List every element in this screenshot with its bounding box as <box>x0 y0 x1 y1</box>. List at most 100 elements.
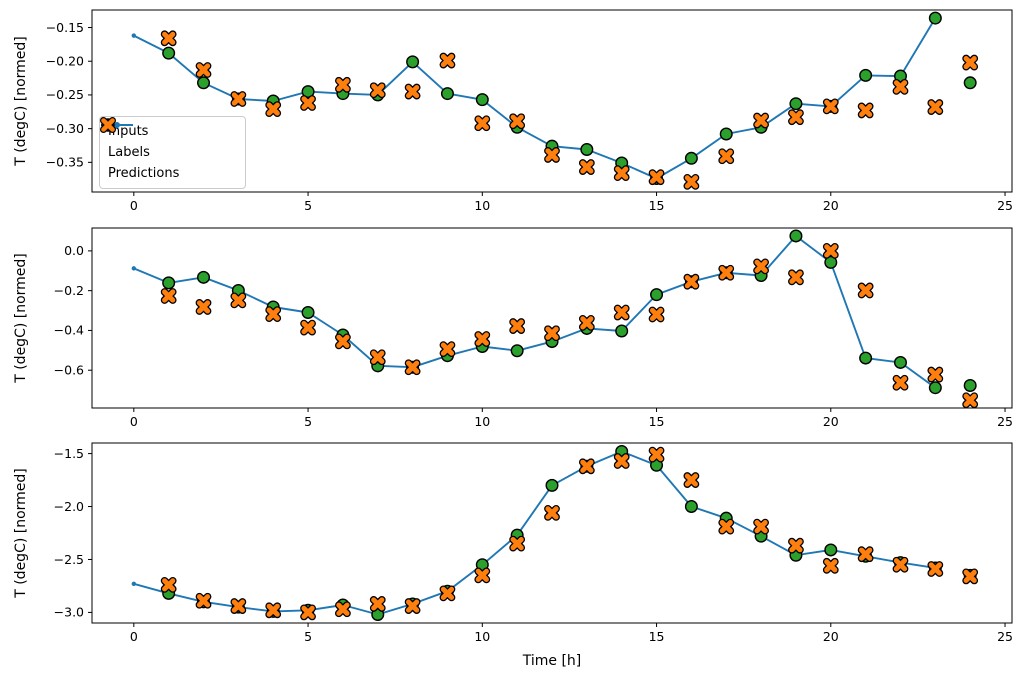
labels-scatter <box>162 229 977 395</box>
axes-frame <box>91 442 1013 624</box>
x-axis-label: Time [h] <box>522 653 582 669</box>
prediction-point <box>615 305 629 320</box>
prediction-point <box>475 116 489 130</box>
prediction-point <box>963 569 977 584</box>
prediction-point <box>162 289 176 303</box>
prediction-point <box>336 602 350 616</box>
label-point <box>684 500 698 514</box>
prediction-point <box>963 55 977 70</box>
y-tick-label: −0.15 <box>46 20 84 35</box>
label-point <box>615 324 629 338</box>
prediction-point <box>893 80 908 94</box>
prediction-point <box>266 102 280 116</box>
prediction-point <box>963 393 977 407</box>
axes-frame <box>91 227 1013 409</box>
label-point <box>893 355 907 369</box>
prediction-point <box>649 170 664 184</box>
legend: Inputs Labels Predictions <box>99 116 246 189</box>
y-axis-label-subplot-3: T (degC) [normed] <box>13 468 29 598</box>
x-tick-label: 15 <box>649 414 665 429</box>
y-axis-label-subplot-1: T (degC) [normed] <box>13 36 29 166</box>
prediction-point <box>754 520 768 534</box>
prediction-point <box>859 103 873 118</box>
x-tick-label: 25 <box>997 414 1013 429</box>
prediction-point <box>162 31 176 45</box>
prediction-point <box>615 454 629 468</box>
predictions-scatter <box>160 242 979 409</box>
prediction-point <box>406 599 420 613</box>
prediction-point <box>196 300 211 314</box>
inputs-point <box>131 266 137 271</box>
x-tick-label: 5 <box>304 629 312 644</box>
prediction-point <box>545 506 559 520</box>
prediction-point <box>789 110 803 124</box>
prediction-point <box>719 266 733 280</box>
prediction-point <box>510 536 524 551</box>
prediction-point <box>615 166 629 180</box>
inputs-path <box>133 450 936 616</box>
labels-scatter <box>162 444 977 622</box>
prediction-point <box>336 78 350 92</box>
x-tick-label: 5 <box>304 198 312 213</box>
label-point <box>963 379 977 393</box>
label-point <box>475 93 489 107</box>
inputs-point <box>131 581 137 587</box>
predictions-x-icon <box>100 117 116 133</box>
prediction-point <box>824 244 838 258</box>
prediction-point <box>266 307 280 321</box>
prediction-point <box>510 319 524 333</box>
prediction-point <box>545 148 559 162</box>
subplot-1: 0 5 10 15 20 25 −0.15 −0.20 −0.25 −0.30 −0.35 <box>46 9 1013 213</box>
predictions-scatter <box>160 446 979 621</box>
prediction-point <box>440 586 455 600</box>
prediction-point <box>545 326 559 340</box>
prediction-point <box>371 83 385 97</box>
label-point <box>789 229 803 243</box>
label-point <box>963 76 977 90</box>
prediction-point <box>649 448 664 462</box>
x-tick-label: 0 <box>130 629 138 644</box>
label-point <box>650 288 664 302</box>
label-point <box>789 97 803 111</box>
prediction-point <box>162 578 176 592</box>
x-tick-label: 0 <box>130 198 138 213</box>
x-tick-label: 25 <box>997 198 1013 213</box>
legend-label-labels: Labels <box>108 144 150 160</box>
x-tick-label: 5 <box>304 414 312 429</box>
inputs-line <box>131 15 938 181</box>
inputs-line <box>131 449 938 617</box>
prediction-point <box>336 334 350 348</box>
prediction-point <box>789 539 803 553</box>
y-tick-label: −0.2 <box>54 283 84 298</box>
label-point <box>162 46 176 60</box>
prediction-point <box>824 559 838 573</box>
label-point <box>824 255 838 269</box>
x-tick-label: 20 <box>823 414 839 429</box>
label-point <box>301 306 315 320</box>
label-point <box>684 151 698 165</box>
prediction-point <box>475 568 489 582</box>
y-tick-label: −0.35 <box>46 155 84 170</box>
prediction-point <box>928 367 942 382</box>
prediction-point <box>406 360 420 374</box>
x-tick-label: 10 <box>474 629 490 644</box>
prediction-point <box>684 473 698 487</box>
y-tick-label: −2.0 <box>54 499 84 514</box>
y-axis-label-subplot-2: T (degC) [normed] <box>13 253 29 383</box>
prediction-point <box>371 597 385 611</box>
prediction-point <box>893 376 908 390</box>
legend-entry-predictions: Predictions <box>100 117 235 183</box>
label-point <box>197 270 211 284</box>
y-tick-label: −2.5 <box>54 552 84 567</box>
label-point <box>859 68 873 82</box>
y-tick-label: −1.5 <box>54 446 84 461</box>
prediction-point <box>859 283 873 298</box>
prediction-point <box>719 520 733 534</box>
y-tick-label: 0.0 <box>64 243 84 258</box>
x-tick-label: 20 <box>823 198 839 213</box>
y-tick-label: −0.4 <box>54 323 84 338</box>
y-tick-label: −0.25 <box>46 87 84 102</box>
y-tick-label: −0.6 <box>54 363 84 378</box>
